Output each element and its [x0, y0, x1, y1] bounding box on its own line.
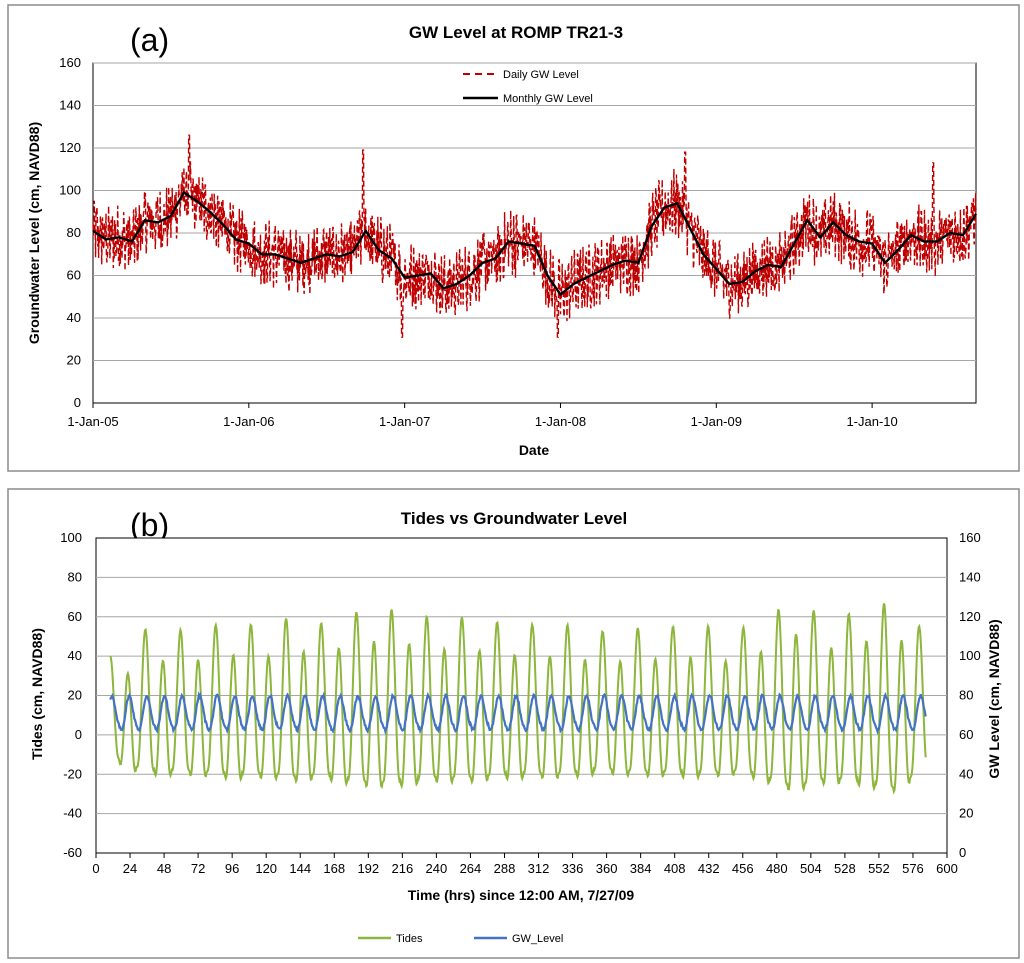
gw-level-line	[109, 691, 927, 735]
legend-daily-label: Daily GW Level	[503, 69, 579, 81]
panel-b-right-y-tick-label: 80	[959, 688, 973, 703]
panel-b-x-tick-label: 528	[834, 861, 856, 876]
panel-b-y-tick-label: -40	[63, 806, 82, 821]
panel-b-x-tick-label: 336	[562, 861, 584, 876]
panel-b-gridlines	[96, 576, 947, 815]
panel-b-x-tick-label: 600	[936, 861, 958, 876]
legend-gw-label: GW_Level	[512, 933, 563, 945]
panel-a-y-tick-label: 40	[67, 310, 81, 325]
panel-b-right-y-tick-label: 60	[959, 727, 973, 742]
panel-b-label: (b)	[130, 507, 169, 543]
panel-b-x-tick-label: 456	[732, 861, 754, 876]
panel-b-right-y-tick-label: 40	[959, 766, 973, 781]
panel-a-x-tick-label: 1-Jan-08	[535, 414, 586, 429]
panel-b-right-y-tick-label: 0	[959, 845, 966, 860]
panel-b-x-tick-label: 312	[528, 861, 550, 876]
panel-b-y-axis-title: Tides (cm, NAVD88)	[29, 628, 45, 760]
panel-b-x-tick-label: 192	[357, 861, 379, 876]
panel-b-y-tick-label: -20	[63, 766, 82, 781]
panel-b-y-tick-label: 40	[68, 648, 82, 663]
panel-b-x-tick-label: 576	[902, 861, 924, 876]
legend-monthly-label: Monthly GW Level	[503, 93, 593, 105]
panel-a-y-axis-title: Groundwater Level (cm, NAVD88)	[26, 122, 42, 344]
panel-b-y-tick-label: 100	[60, 530, 82, 545]
panel-a-y-tick-label: 120	[59, 140, 81, 155]
panel-b-y-tick-labels: -60 -40 -20 0 20 40 60 80 100	[60, 530, 82, 860]
panel-b-x-tick-label: 264	[460, 861, 482, 876]
panel-b-x-tick-label: 216	[392, 861, 414, 876]
panel-b-x-tick-label: 432	[698, 861, 720, 876]
panel-b-y-tick-label: 20	[68, 688, 82, 703]
panel-b-y-tick-label: 80	[68, 569, 82, 584]
panel-a-y-tick-label: 20	[67, 353, 81, 368]
panel-a-x-tick-label: 1-Jan-10	[846, 414, 897, 429]
panel-b-right-y-tick-labels: 0 20 40 60 80 100 120 140 160	[959, 530, 981, 860]
panel-b-x-tick-label: 240	[426, 861, 448, 876]
panel-b-x-tick-labels: 0 24 48 72 96 120 144 168 192 216 240 264 288 312 336 3…	[92, 853, 958, 876]
panel-b-x-tick-label: 408	[664, 861, 686, 876]
panel-b: (b) Tides vs Groundwater Level -60 -40 -20…	[7, 488, 1020, 959]
monthly-gw-level-line	[92, 190, 978, 297]
panel-a-y-tick-label: 160	[59, 55, 81, 70]
panel-b-y-tick-label: 0	[75, 727, 82, 742]
panel-a-y-tick-labels: 0 20 40 60 80 100 120 140 160	[59, 55, 81, 410]
panel-b-x-tick-label: 384	[630, 861, 652, 876]
panel-b-x-tick-label: 360	[596, 861, 618, 876]
panel-b-gw-series	[109, 691, 927, 735]
panel-a-x-tick-label: 1-Jan-06	[223, 414, 274, 429]
panel-a-x-axis-title: Date	[519, 442, 550, 458]
panel-a-title: GW Level at ROMP TR21-3	[409, 23, 623, 42]
panel-a-daily-series	[92, 134, 977, 338]
panel-b-x-tick-label: 504	[800, 861, 822, 876]
panel-a-y-tick-label: 0	[74, 395, 81, 410]
panel-a-x-tick-labels: 1-Jan-05 1-Jan-06 1-Jan-07 1-Jan-08 1-Jan-09…	[67, 403, 898, 429]
panel-b-right-y-tick-label: 100	[959, 648, 981, 663]
panel-a-y-tick-label: 100	[59, 183, 81, 198]
panel-b-title: Tides vs Groundwater Level	[401, 509, 627, 528]
panel-b-x-tick-label: 120	[255, 861, 277, 876]
panel-b-right-y-axis-title: GW Level (cm, NAVD88)	[986, 619, 1002, 778]
panel-a-monthly-series	[92, 190, 978, 297]
panel-b-x-tick-label: 168	[323, 861, 345, 876]
panel-a-legend: Daily GW Level Monthly GW Level	[463, 69, 593, 105]
panel-b-x-tick-label: 96	[225, 861, 239, 876]
panel-a-x-tick-label: 1-Jan-09	[691, 414, 742, 429]
panel-b-right-y-tick-label: 20	[959, 806, 973, 821]
panel-a-y-tick-label: 140	[59, 98, 81, 113]
panel-b-x-tick-label: 288	[494, 861, 516, 876]
panel-b-x-tick-label: 48	[157, 861, 171, 876]
panel-b-x-axis-title: Time (hrs) since 12:00 AM, 7/27/09	[408, 887, 635, 903]
panel-b-x-tick-label: 552	[868, 861, 890, 876]
panel-b-x-tick-label: 72	[191, 861, 205, 876]
panel-b-x-tick-label: 24	[123, 861, 137, 876]
panel-b-right-y-tick-label: 160	[959, 530, 981, 545]
panel-b-right-y-tick-label: 140	[959, 569, 981, 584]
legend-tides-label: Tides	[396, 933, 423, 945]
panel-b-y-tick-label: 60	[68, 609, 82, 624]
panel-a-y-tick-label: 60	[67, 268, 81, 283]
panel-b-x-tick-label: 480	[766, 861, 788, 876]
panel-b-legend: Tides GW_Level	[358, 933, 563, 945]
panel-b-y-tick-label: -60	[63, 845, 82, 860]
panel-b-x-tick-label: 144	[289, 861, 311, 876]
daily-gw-level-line	[92, 134, 977, 338]
panel-b-right-y-tick-label: 120	[959, 609, 981, 624]
panel-a-label: (a)	[130, 22, 169, 58]
panel-a-x-tick-label: 1-Jan-07	[379, 414, 430, 429]
panel-a-y-tick-label: 80	[67, 225, 81, 240]
panel-a: (a) GW Level at ROMP TR21-3 0 20 40 60 80 100…	[7, 4, 1020, 472]
panel-b-x-tick-label: 0	[92, 861, 99, 876]
panel-a-x-tick-label: 1-Jan-05	[67, 414, 118, 429]
